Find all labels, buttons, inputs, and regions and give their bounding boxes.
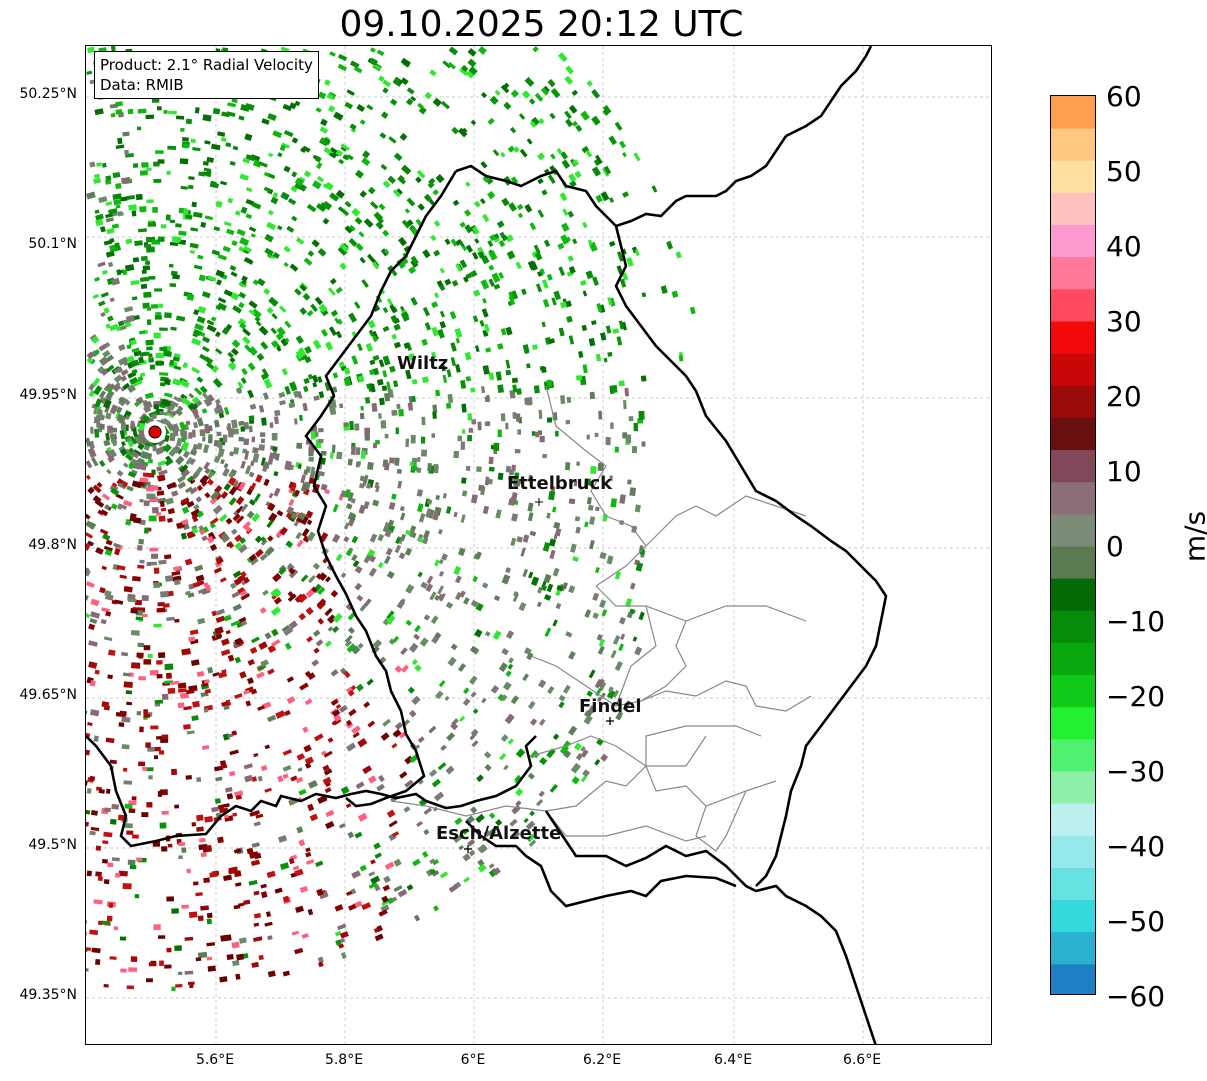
colorbar-tick: −30 — [1106, 755, 1166, 788]
lat-tick: 49.5°N — [28, 837, 77, 853]
colorbar-segment — [1051, 899, 1095, 933]
velocity-colorbar — [1050, 95, 1096, 995]
product-info-box: Product: 2.1° Radial Velocity Data: RMIB — [94, 51, 319, 99]
colorbar-segment — [1051, 738, 1095, 772]
svg-text:Ettelbruck: Ettelbruck — [507, 473, 613, 494]
city-findel[interactable]: Findel — [579, 696, 642, 725]
colorbar-segment — [1051, 931, 1095, 965]
colorbar-segment — [1051, 835, 1095, 868]
colorbar-segment — [1051, 321, 1095, 354]
colorbar-segment — [1051, 867, 1095, 901]
colorbar-tick: 10 — [1106, 455, 1142, 488]
lat-tick: 50.1°N — [28, 236, 77, 252]
city-ettelbruck[interactable]: Ettelbruck — [507, 473, 613, 506]
colorbar-segment — [1051, 385, 1095, 418]
colorbar-segment — [1051, 288, 1095, 322]
colorbar-segment — [1051, 224, 1095, 258]
lon-tick: 5.8°E — [324, 1052, 364, 1068]
data-source-label: Data: RMIB — [100, 76, 184, 94]
colorbar-tick: 60 — [1106, 80, 1142, 113]
radar-site[interactable] — [144, 421, 166, 443]
colorbar-tick: −10 — [1106, 605, 1166, 638]
product-label: Product: 2.1° Radial Velocity — [100, 56, 313, 74]
colorbar-segment — [1051, 706, 1095, 740]
colorbar-segment — [1051, 417, 1095, 451]
colorbar-segment — [1051, 481, 1095, 515]
colorbar-segment — [1051, 96, 1095, 129]
colorbar-segment — [1051, 578, 1095, 611]
svg-text:Esch/Alzette: Esch/Alzette — [436, 823, 561, 844]
lat-tick: 49.35°N — [19, 987, 77, 1003]
lon-tick: 5.6°E — [195, 1052, 235, 1068]
colorbar-segment — [1051, 610, 1095, 643]
lat-tick: 49.95°N — [19, 387, 77, 403]
gridlines — [86, 46, 991, 1044]
colorbar-unit-label: m/s — [1178, 510, 1207, 563]
lon-tick: 6°E — [460, 1052, 486, 1068]
colorbar-tick: −50 — [1106, 905, 1166, 938]
colorbar-segment — [1051, 449, 1095, 483]
lat-tick: 50.25°N — [19, 86, 77, 102]
city-wiltz[interactable]: Wiltz — [397, 353, 448, 374]
svg-text:Wiltz: Wiltz — [397, 353, 448, 374]
svg-text:Findel: Findel — [579, 696, 642, 717]
canton-borders — [390, 385, 812, 852]
colorbar-tick: 20 — [1106, 380, 1142, 413]
lon-tick: 6.2°E — [582, 1052, 622, 1068]
city-esch-alzette[interactable]: Esch/Alzette — [436, 823, 561, 853]
colorbar-segment — [1051, 803, 1095, 836]
colorbar-tick: −60 — [1106, 980, 1166, 1013]
colorbar-segment — [1051, 963, 1095, 994]
colorbar-tick: 40 — [1106, 230, 1142, 263]
colorbar-segment — [1051, 256, 1095, 290]
colorbar-tick: 30 — [1106, 305, 1142, 338]
radar-echoes — [86, 46, 696, 992]
colorbar-segment — [1051, 771, 1095, 804]
map-canvas: Wiltz Ettelbruck Findel Esch/Alzette — [86, 46, 991, 1044]
lat-tick: 49.8°N — [28, 537, 77, 553]
colorbar-tick: −40 — [1106, 830, 1166, 863]
colorbar-segment — [1051, 513, 1095, 547]
colorbar-segment — [1051, 546, 1095, 579]
colorbar-segment — [1051, 128, 1095, 161]
colorbar-segment — [1051, 160, 1095, 193]
colorbar-segment — [1051, 353, 1095, 386]
lat-tick: 49.65°N — [19, 687, 77, 703]
lon-tick: 6.6°E — [842, 1052, 882, 1068]
colorbar-segment — [1051, 674, 1095, 708]
radar-map[interactable]: Wiltz Ettelbruck Findel Esch/Alzette — [85, 45, 992, 1045]
national-borders — [86, 46, 888, 1044]
lon-tick: 6.4°E — [713, 1052, 753, 1068]
colorbar-segment — [1051, 642, 1095, 676]
colorbar-segment — [1051, 192, 1095, 226]
colorbar-tick: 50 — [1106, 155, 1142, 188]
map-title: 09.10.2025 20:12 UTC — [339, 4, 744, 45]
colorbar-tick: 0 — [1106, 530, 1124, 563]
colorbar-tick: −20 — [1106, 680, 1166, 713]
